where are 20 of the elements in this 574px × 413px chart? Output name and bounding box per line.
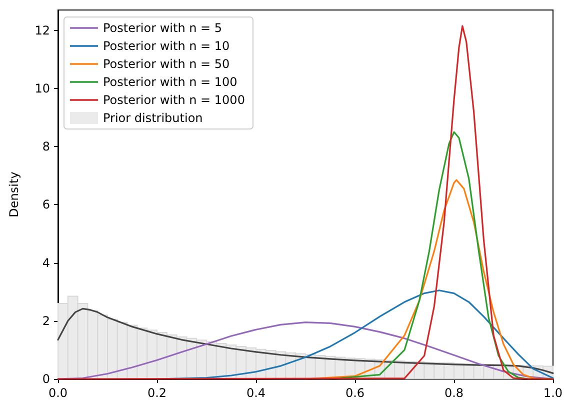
y-tick-label: 12 (34, 23, 50, 38)
x-tick-label: 0.2 (147, 386, 167, 400)
legend-label: Posterior with n = 5 (103, 21, 222, 35)
y-tick-label: 0 (42, 372, 50, 386)
legend-label: Posterior with n = 10 (103, 39, 230, 53)
x-tick-label: 1.0 (543, 386, 563, 400)
legend-label: Posterior with n = 100 (103, 75, 238, 89)
legend-label: Prior distribution (103, 111, 203, 125)
y-axis-title: Density (7, 172, 21, 218)
legend-label: Posterior with n = 50 (103, 57, 230, 71)
y-tick-label: 4 (42, 256, 50, 270)
x-tick-label: 0.4 (246, 386, 266, 400)
y-tick-label: 2 (42, 314, 50, 328)
x-tick-label: 0.8 (444, 386, 464, 400)
y-tick-label: 8 (42, 140, 50, 154)
x-tick-label: 0.6 (345, 386, 365, 400)
x-tick-label: 0.0 (48, 386, 68, 400)
y-tick-label: 6 (42, 198, 50, 212)
legend-label: Posterior with n = 1000 (103, 93, 245, 107)
y-tick-label: 10 (34, 81, 50, 96)
